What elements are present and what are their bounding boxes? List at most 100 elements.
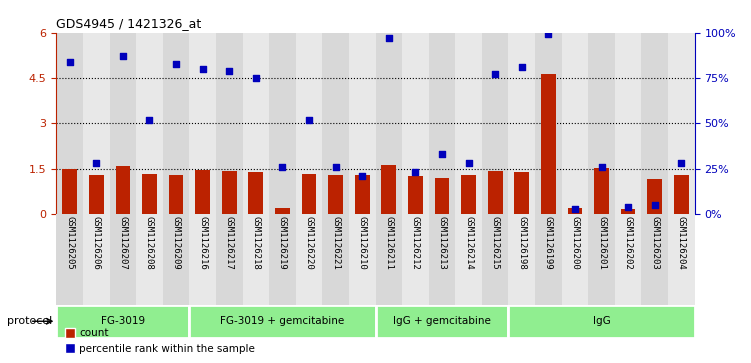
Bar (328, 175, 343, 214)
Bar (243, 33, 269, 214)
Bar (621, 209, 635, 214)
Point (569, 206, 581, 212)
Bar (322, 33, 349, 214)
Text: GSM1126200: GSM1126200 (571, 216, 580, 270)
Bar (647, 179, 662, 214)
Text: GSM1126205: GSM1126205 (65, 216, 74, 270)
Text: protocol: protocol (8, 316, 53, 326)
Bar (243, 214, 269, 305)
Bar (594, 168, 609, 214)
Point (649, 202, 661, 208)
Bar (136, 214, 163, 305)
Bar (461, 175, 476, 214)
Text: FG-3019: FG-3019 (101, 316, 145, 326)
Text: GSM1126210: GSM1126210 (357, 216, 366, 270)
Bar (275, 208, 290, 214)
Bar (674, 175, 689, 214)
Bar (535, 214, 562, 305)
Point (675, 160, 687, 166)
Bar (376, 305, 508, 338)
Point (90, 160, 102, 166)
Text: GSM1126198: GSM1126198 (517, 216, 526, 270)
Point (117, 53, 129, 59)
Bar (62, 169, 77, 214)
Text: GSM1126213: GSM1126213 (438, 216, 447, 270)
Bar (195, 170, 210, 214)
Text: GSM1126220: GSM1126220 (304, 216, 313, 270)
Bar (56, 305, 189, 338)
Text: GSM1126221: GSM1126221 (331, 216, 340, 270)
Bar (349, 33, 376, 214)
Bar (508, 33, 535, 214)
Bar (302, 174, 316, 214)
Text: GSM1126208: GSM1126208 (145, 216, 154, 270)
Text: GSM1126207: GSM1126207 (119, 216, 128, 270)
Bar (429, 214, 455, 305)
Text: GSM1126199: GSM1126199 (544, 216, 553, 270)
Text: GSM1126218: GSM1126218 (252, 216, 261, 270)
Point (330, 164, 342, 170)
Bar (641, 214, 668, 305)
Point (383, 35, 395, 41)
Bar (136, 33, 163, 214)
Bar (216, 214, 243, 305)
Bar (269, 33, 296, 214)
Point (542, 32, 554, 37)
Point (223, 68, 235, 74)
Bar (541, 74, 556, 214)
Text: IgG + gemcitabine: IgG + gemcitabine (393, 316, 491, 326)
Bar (615, 214, 641, 305)
Bar (349, 214, 376, 305)
Bar (588, 33, 615, 214)
Bar (83, 33, 110, 214)
Bar (189, 214, 216, 305)
Bar (455, 33, 482, 214)
Bar (588, 214, 615, 305)
Point (489, 72, 501, 77)
Bar (429, 33, 455, 214)
Text: GSM1126201: GSM1126201 (597, 216, 606, 270)
Bar (455, 214, 482, 305)
Text: GSM1126202: GSM1126202 (623, 216, 632, 270)
Point (250, 75, 262, 81)
Bar (163, 214, 189, 305)
Bar (382, 165, 396, 214)
Bar (376, 214, 402, 305)
Point (143, 117, 155, 123)
Point (276, 164, 288, 170)
Text: GDS4945 / 1421326_at: GDS4945 / 1421326_at (56, 17, 201, 30)
Text: GSM1126204: GSM1126204 (677, 216, 686, 270)
Point (622, 204, 634, 210)
Bar (408, 176, 423, 214)
Bar (508, 305, 695, 338)
Bar (56, 214, 83, 305)
Point (303, 117, 315, 123)
Point (64, 59, 76, 65)
Text: GSM1126217: GSM1126217 (225, 216, 234, 270)
Bar (668, 214, 695, 305)
Point (356, 173, 368, 179)
Bar (568, 208, 582, 214)
Text: GSM1126216: GSM1126216 (198, 216, 207, 270)
Bar (110, 33, 136, 214)
Bar (508, 214, 535, 305)
Bar (668, 33, 695, 214)
Bar (322, 214, 349, 305)
Bar (376, 33, 402, 214)
Bar (296, 33, 322, 214)
Bar (169, 175, 183, 214)
Point (170, 61, 182, 66)
Bar (189, 33, 216, 214)
Bar (189, 305, 376, 338)
Bar (482, 214, 508, 305)
Bar (355, 175, 369, 214)
Bar (83, 214, 110, 305)
Bar (535, 33, 562, 214)
Bar (249, 172, 263, 214)
Text: IgG: IgG (593, 316, 611, 326)
Bar (116, 166, 130, 214)
Point (197, 66, 209, 72)
Bar (402, 33, 429, 214)
Legend: count, percentile rank within the sample: count, percentile rank within the sample (62, 324, 259, 358)
Bar (514, 172, 529, 214)
